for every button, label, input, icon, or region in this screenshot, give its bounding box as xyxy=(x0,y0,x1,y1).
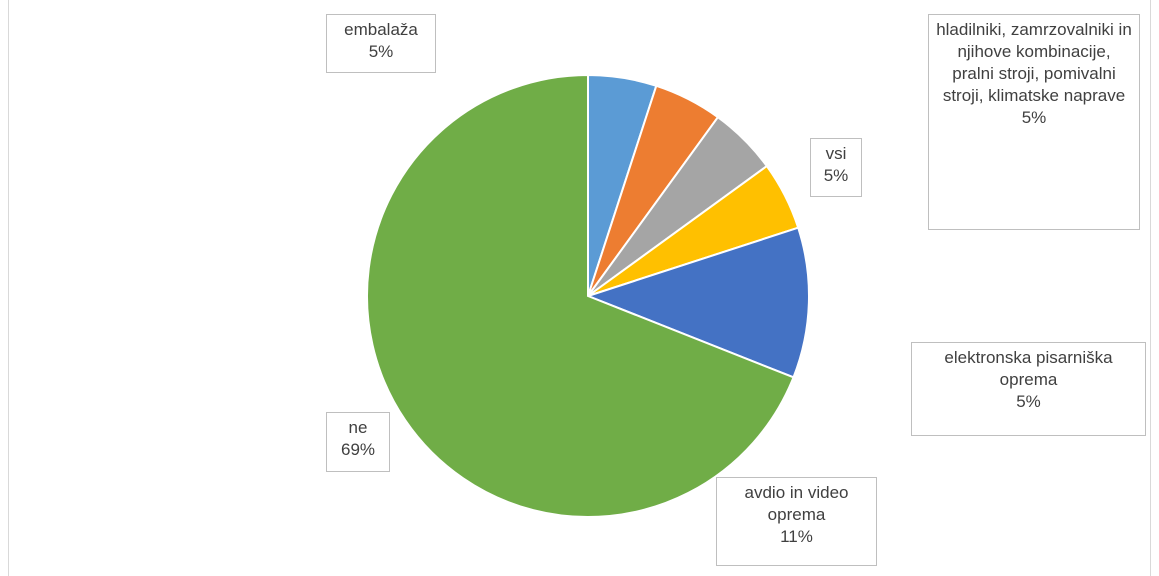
label-value: 5% xyxy=(368,42,394,61)
label-name: elektronska pisarniška oprema xyxy=(944,348,1113,389)
label-value: 5% xyxy=(1016,392,1041,411)
chart-frame xyxy=(8,0,1151,576)
label-name: ne xyxy=(348,418,368,437)
label-name: avdio in video oprema xyxy=(744,483,849,524)
data-label: elektronska pisarniška oprema 5% xyxy=(911,342,1146,436)
label-name: vsi xyxy=(825,144,847,163)
label-value: 11% xyxy=(780,527,813,546)
data-label: vsi 5% xyxy=(810,138,862,197)
data-label: hladilniki, zamrzovalniki in njihove kom… xyxy=(928,14,1140,230)
data-label: avdio in video oprema 11% xyxy=(716,477,877,566)
pie-slice xyxy=(366,73,795,518)
label-value: 5% xyxy=(823,166,849,185)
pie-slice xyxy=(585,226,810,379)
data-label: embalaža 5% xyxy=(326,14,436,73)
label-value: 69% xyxy=(340,440,376,459)
label-name: embalaža xyxy=(344,20,418,39)
data-label: ne 69% xyxy=(326,412,390,472)
label-value: 5% xyxy=(1021,108,1047,127)
label-name: hladilniki, zamrzovalniki in njihove kom… xyxy=(936,20,1132,105)
